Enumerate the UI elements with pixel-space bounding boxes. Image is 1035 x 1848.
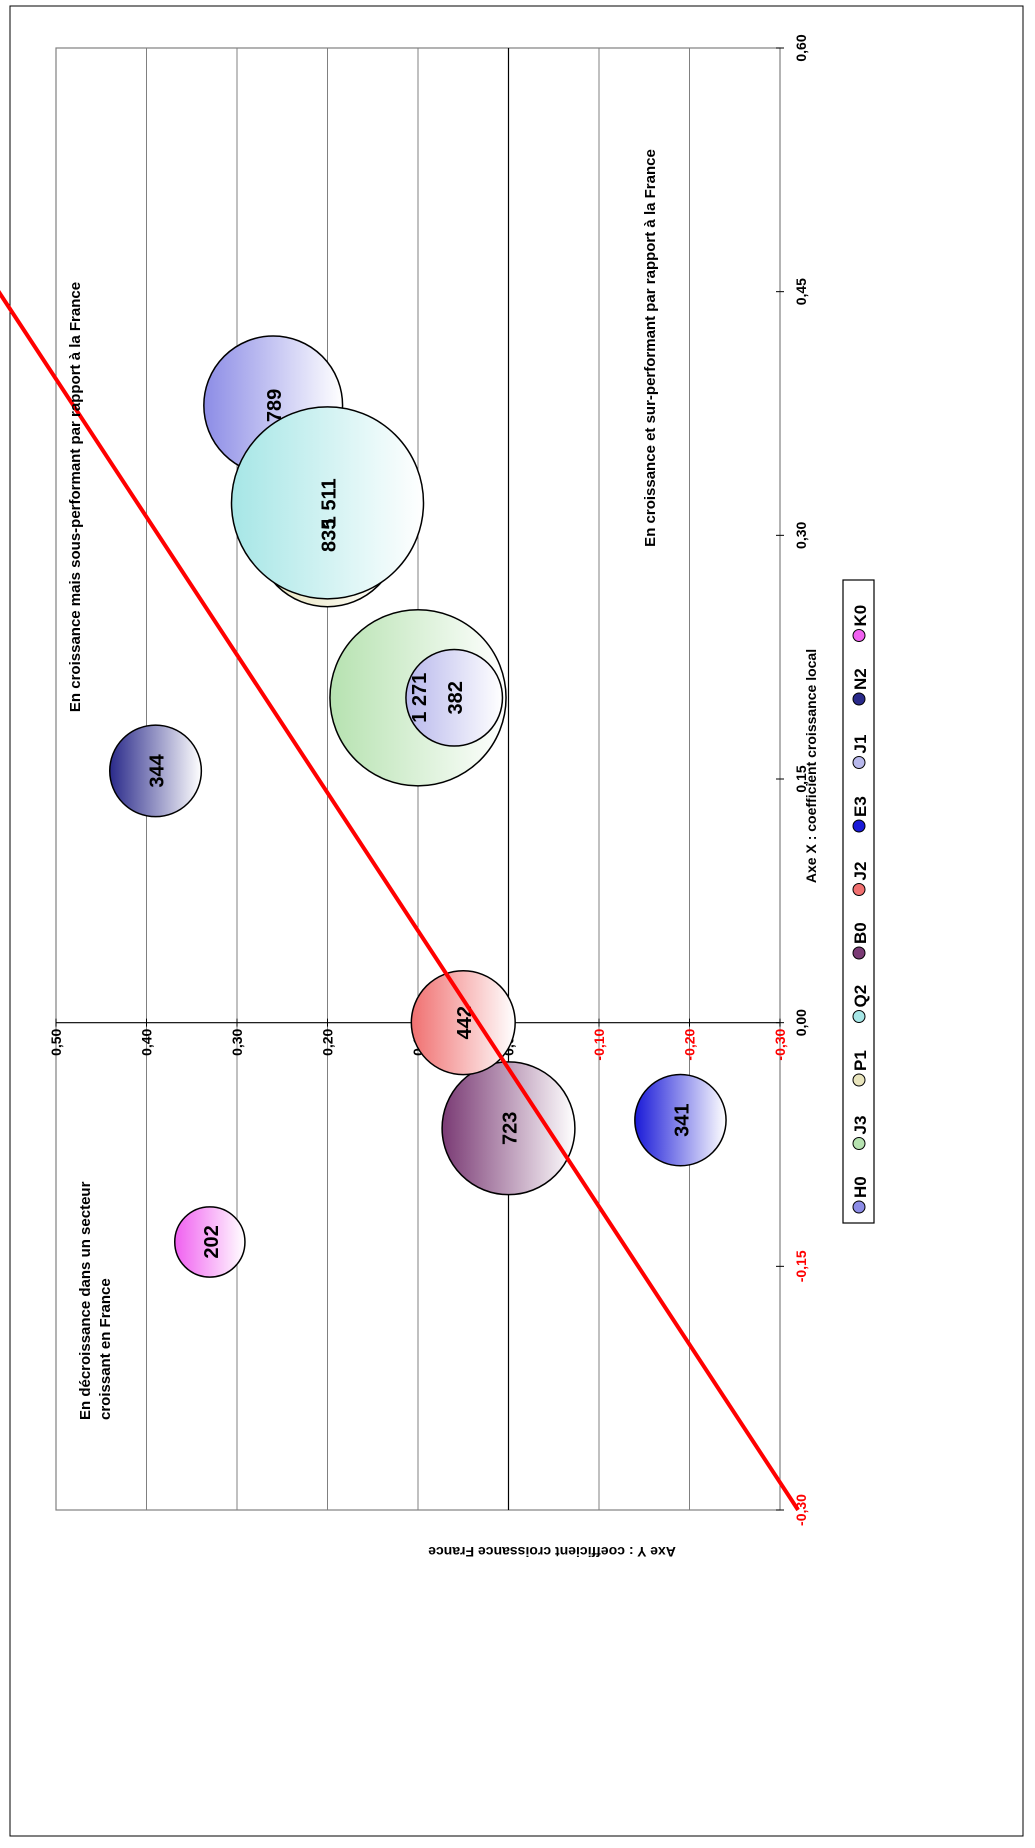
trend-line: [0, 290, 800, 1512]
legend-label-j2: J2: [851, 862, 870, 881]
x-tick-label: -0,15: [793, 1250, 809, 1282]
y-tick-label: 0,50: [48, 1028, 64, 1055]
bubble-label-p1: 835: [319, 519, 341, 552]
bubble-j1: [405, 648, 504, 747]
y-tick-label: -0,10: [591, 1028, 607, 1060]
legend-swatch-h0: [852, 1200, 866, 1214]
x-axis-title: Axe X : coefficient croissance local: [803, 649, 819, 883]
legend-swatch-p1: [852, 1073, 866, 1087]
legend-label-n2: N2: [851, 668, 870, 690]
quadrant-annotation: croissant en France: [97, 1278, 114, 1420]
bubble-q2: [230, 406, 425, 600]
y-tick-label: 0,40: [139, 1028, 155, 1055]
legend-label-h0: H0: [851, 1176, 870, 1198]
legend-swatch-n2: [852, 692, 866, 706]
legend-label-j3: J3: [851, 1116, 870, 1135]
legend-swatch-j2: [852, 883, 866, 896]
legend: H0 J3 P1 Q2 B0 J2 E3 J1 N2 K0: [842, 579, 875, 1224]
quadrant-annotation: En décroissance dans un secteur: [77, 1181, 94, 1420]
y-tick-label: -0,20: [682, 1028, 698, 1060]
legend-label-q2: Q2: [851, 985, 870, 1008]
legend-label-b0: B0: [851, 922, 870, 944]
quadrant-annotation: En croissance mais sous-performant par r…: [67, 282, 84, 712]
y-axis-title: Axe Y : coefficient croissance France: [428, 1544, 676, 1560]
y-tick-label: -0,30: [772, 1028, 788, 1060]
legend-label-p1: P1: [851, 1050, 870, 1071]
bubble-label-k0: 202: [201, 1225, 223, 1258]
bubble-label-h0: 789: [264, 389, 286, 422]
legend-label-j1: J1: [851, 735, 870, 754]
x-tick-label: 0,00: [793, 1009, 809, 1036]
bubble-b0: [441, 1061, 576, 1196]
bubble-k0: [173, 1206, 246, 1278]
x-tick-label: -0,30: [793, 1494, 809, 1526]
legend-box: [842, 579, 875, 1224]
legend-swatch-e3: [852, 819, 866, 833]
legend-swatch-q2: [852, 1010, 866, 1023]
bubble-label-e3: 341: [671, 1103, 693, 1136]
x-tick-label: 0,15: [793, 765, 809, 792]
bubble-label-b0: 723: [500, 1112, 522, 1145]
bubble-n2: [108, 724, 203, 818]
legend-swatch-j1: [852, 756, 866, 769]
x-tick-label: 0,45: [793, 278, 809, 305]
x-tick-label: 0,60: [793, 34, 809, 61]
bubble-label-j3: 1 271: [409, 673, 431, 723]
plot-layer: 0,500,400,300,200,100,00-0,10-0,20-0,30-…: [0, 34, 875, 1560]
legend-swatch-b0: [852, 946, 866, 960]
bubble-label-q2: 1 511: [319, 478, 341, 527]
legend-label-e3: E3: [851, 796, 870, 817]
bubble-j2: [410, 969, 516, 1076]
bubble-e3: [634, 1073, 727, 1167]
bubble-label-j1: 382: [445, 681, 467, 714]
legend-label-k0: K0: [851, 605, 870, 627]
legend-swatch-j3: [852, 1137, 866, 1150]
y-tick-label: 0,30: [229, 1028, 245, 1055]
x-tick-label: 0,30: [793, 521, 809, 548]
quadrant-annotation: En croissance et sur-performant par rapp…: [642, 149, 659, 547]
legend-swatch-k0: [852, 629, 866, 642]
bubble-label-n2: 344: [147, 753, 169, 787]
y-tick-label: 0,20: [320, 1028, 336, 1055]
